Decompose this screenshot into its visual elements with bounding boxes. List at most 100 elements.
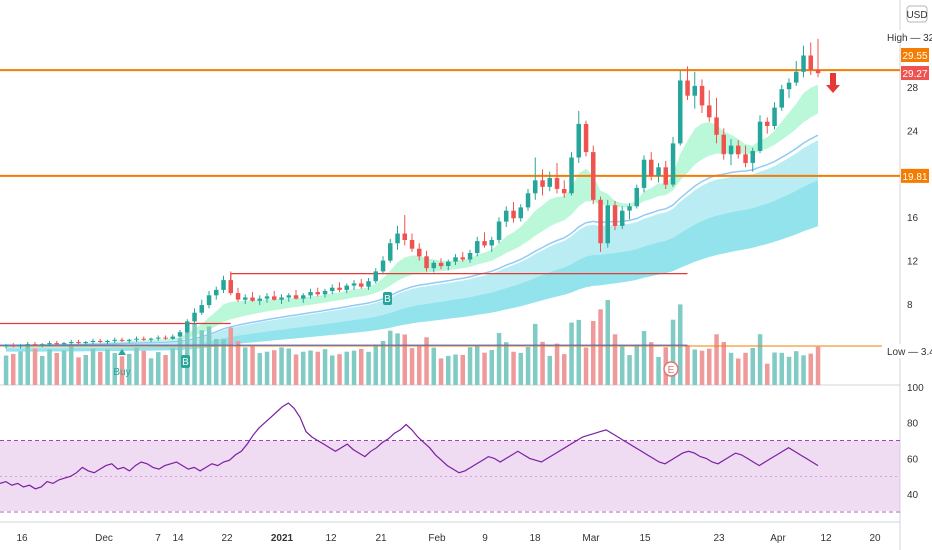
ma-line	[5, 134, 819, 347]
volume-bar	[228, 327, 233, 385]
rsi-tick-label: 80	[907, 419, 919, 430]
volume-bar	[373, 344, 378, 385]
volume-bar	[279, 347, 284, 385]
volume-bar	[496, 333, 502, 385]
candle-body	[69, 342, 74, 344]
candle-body	[264, 296, 270, 299]
buy-arrow-icon	[118, 349, 126, 355]
volume-bar	[801, 355, 806, 385]
volume-bar	[185, 324, 190, 385]
volume-bar	[736, 358, 741, 385]
volume-bar	[765, 363, 770, 385]
volume-bar	[301, 351, 306, 385]
volume-bar	[322, 349, 328, 385]
candle-body	[663, 167, 668, 185]
volume-bar	[424, 337, 429, 385]
candle-body	[351, 283, 357, 286]
volume-bar	[779, 352, 784, 385]
candle-body	[286, 295, 291, 298]
volume-bar	[540, 341, 545, 385]
volume-bar	[206, 326, 212, 385]
rsi-line	[0, 402, 819, 490]
time-tick-label: 7	[155, 533, 161, 544]
candle-body	[76, 342, 81, 344]
candle-body	[127, 339, 132, 341]
candle-body	[359, 283, 364, 287]
currency-badge[interactable]	[906, 5, 928, 23]
volume-bar	[32, 348, 38, 385]
candle-body	[257, 298, 262, 301]
volume-bar	[395, 333, 400, 385]
candle-body	[757, 121, 763, 151]
candle-body	[678, 80, 683, 144]
volume-bar	[380, 341, 386, 385]
time-tick-label: 9	[482, 533, 488, 544]
volume-bar	[446, 355, 451, 385]
candle-body	[779, 89, 784, 108]
candle-body	[83, 342, 88, 344]
candle-body	[199, 305, 204, 313]
candle-body	[330, 287, 335, 291]
volume-bar	[264, 351, 270, 385]
candle-body	[736, 145, 741, 155]
candle-body	[591, 152, 596, 200]
candle-body	[569, 157, 574, 194]
candle-body	[765, 121, 770, 126]
volume-bar	[47, 349, 52, 385]
volume-bar	[235, 341, 241, 385]
candle-body	[235, 293, 241, 300]
volume-bar	[119, 356, 125, 385]
volume-bar	[3, 355, 9, 385]
candle-body	[475, 241, 480, 253]
time-tick-label: 12	[325, 533, 337, 544]
candle-body	[388, 243, 393, 261]
volume-bar	[815, 346, 821, 385]
candle-body	[562, 189, 567, 194]
candle-body	[583, 123, 589, 153]
candle-body	[134, 338, 139, 340]
candle-body	[598, 199, 603, 244]
volume-bar	[786, 356, 792, 385]
candle-body	[279, 297, 284, 300]
candle-body	[656, 167, 661, 176]
volume-bar	[612, 334, 618, 385]
volume-bar	[692, 349, 697, 385]
volume-bar	[83, 355, 88, 385]
volume-bar	[54, 353, 59, 385]
volume-bar	[366, 351, 371, 385]
volume-bar	[750, 348, 755, 385]
volume-bar	[504, 342, 509, 385]
earnings-badge	[663, 361, 679, 377]
volume-bar	[576, 319, 581, 385]
volume-bar	[40, 356, 45, 385]
volume-bar	[402, 334, 407, 385]
candle-body	[170, 336, 175, 339]
volume-bar	[308, 350, 313, 385]
candle-body	[489, 240, 494, 246]
time-tick-label: Dec	[95, 533, 113, 544]
candle-body	[61, 343, 67, 345]
tag-a-bg	[901, 48, 929, 62]
volume-bar	[627, 355, 632, 385]
candle-body	[221, 280, 226, 290]
candle-body	[786, 82, 792, 90]
buy-badge-2	[383, 292, 392, 305]
volume-bar	[685, 345, 690, 385]
candle-body	[177, 332, 183, 337]
candle-body	[25, 344, 30, 346]
volume-bar	[431, 347, 436, 385]
candle-body	[409, 240, 415, 249]
time-tick-label: Mar	[582, 533, 600, 544]
currency-label: USD	[906, 10, 927, 21]
volume-bar	[330, 355, 335, 385]
buy-badge-1-label: B	[182, 357, 189, 368]
earnings-badge-label: E	[668, 365, 675, 376]
candle-body	[620, 210, 625, 226]
candle-body	[112, 339, 117, 341]
volume-bar	[11, 354, 16, 385]
volume-bar	[90, 348, 96, 385]
candle-body	[40, 344, 45, 346]
volume-bar	[337, 354, 342, 385]
candle-body	[214, 289, 219, 296]
time-tick-label: 16	[16, 533, 28, 544]
